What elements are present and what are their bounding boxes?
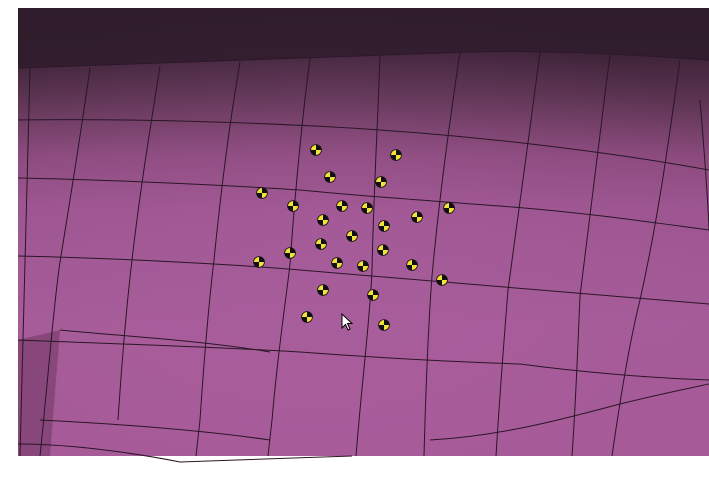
marker-group[interactable] bbox=[253, 144, 455, 331]
cog-marker-icon[interactable] bbox=[375, 176, 387, 188]
cog-marker-icon[interactable] bbox=[253, 256, 265, 268]
cog-marker-icon[interactable] bbox=[315, 238, 327, 250]
cog-marker-icon[interactable] bbox=[377, 244, 389, 256]
cog-marker-icon[interactable] bbox=[411, 211, 423, 223]
cog-marker-icon[interactable] bbox=[361, 202, 373, 214]
cog-marker-icon[interactable] bbox=[284, 247, 296, 259]
cog-marker-icon[interactable] bbox=[317, 284, 329, 296]
mouse-pointer-icon bbox=[341, 312, 354, 331]
cog-marker-icon[interactable] bbox=[310, 144, 322, 156]
cog-marker-icon[interactable] bbox=[301, 311, 313, 323]
cog-marker-icon[interactable] bbox=[346, 230, 358, 242]
cog-marker-icon[interactable] bbox=[357, 260, 369, 272]
mesh-grid-vertical bbox=[19, 51, 709, 457]
surface-top-shadow bbox=[18, 8, 709, 68]
cog-marker-icon[interactable] bbox=[287, 200, 299, 212]
cog-marker-icon[interactable] bbox=[390, 149, 402, 161]
cog-marker-icon[interactable] bbox=[336, 200, 348, 212]
surface-highlight bbox=[18, 8, 709, 456]
cog-marker-icon[interactable] bbox=[317, 214, 329, 226]
cog-marker-icon[interactable] bbox=[406, 259, 418, 271]
cog-marker-icon[interactable] bbox=[436, 274, 448, 286]
mesh-grid bbox=[17, 51, 709, 463]
cog-marker-icon[interactable] bbox=[378, 319, 390, 331]
cog-marker-icon[interactable] bbox=[256, 187, 268, 199]
cog-marker-icon[interactable] bbox=[378, 220, 390, 232]
cog-marker-icon[interactable] bbox=[324, 171, 336, 183]
cog-marker-icon[interactable] bbox=[331, 257, 343, 269]
cog-marker-icon[interactable] bbox=[443, 202, 455, 214]
cog-marker-icon[interactable] bbox=[367, 289, 379, 301]
